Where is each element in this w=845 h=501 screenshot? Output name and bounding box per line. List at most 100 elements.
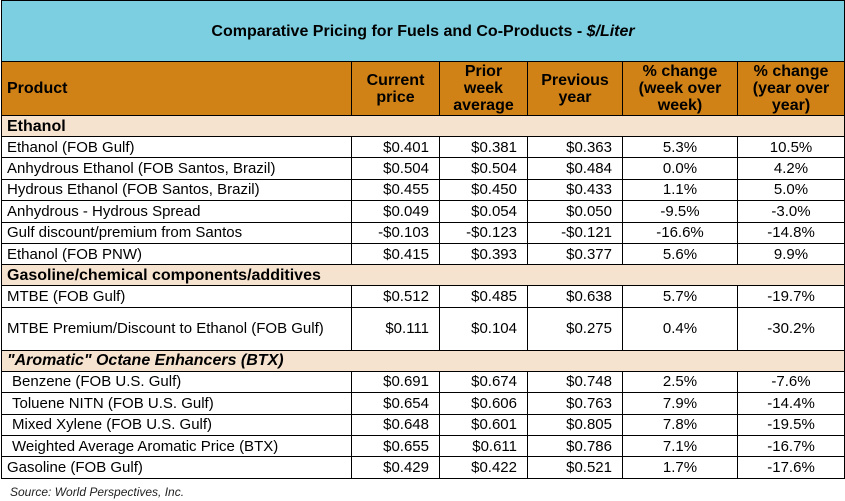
col-header-current-price: Current price bbox=[351, 61, 440, 116]
cell-prior-week: $0.674 bbox=[439, 370, 528, 394]
cell-current-price: $0.654 bbox=[351, 392, 440, 415]
cell-wow-change: 5.6% bbox=[622, 242, 738, 266]
cell-prior-week: $0.504 bbox=[439, 157, 528, 180]
cell-prior-week: $0.393 bbox=[439, 242, 528, 266]
cell-current-price: $0.429 bbox=[351, 456, 440, 479]
cell-previous-year: $0.638 bbox=[527, 285, 623, 308]
cell-previous-year: $0.748 bbox=[527, 370, 623, 394]
cell-wow-change: 5.7% bbox=[622, 285, 738, 308]
cell-current-price: $0.691 bbox=[351, 370, 440, 394]
cell-product: Gasoline (FOB Gulf) bbox=[1, 456, 352, 479]
cell-product: MTBE (FOB Gulf) bbox=[1, 285, 352, 308]
cell-wow-change: 0.0% bbox=[622, 157, 738, 180]
table-title: Comparative Pricing for Fuels and Co-Pro… bbox=[0, 0, 845, 62]
cell-prior-week: $0.450 bbox=[439, 178, 528, 202]
cell-yoy-change: 4.2% bbox=[736, 157, 845, 180]
cell-wow-change: 1.1% bbox=[622, 178, 738, 202]
cell-wow-change: -16.6% bbox=[622, 221, 738, 244]
title-text: Comparative Pricing for Fuels and Co-Pro… bbox=[211, 22, 587, 40]
cell-wow-change: 2.5% bbox=[622, 370, 738, 394]
cell-prior-week: $0.611 bbox=[439, 434, 528, 458]
cell-yoy-change: -17.6% bbox=[736, 456, 845, 479]
cell-prior-week: $0.054 bbox=[439, 200, 528, 223]
section-label: Ethanol bbox=[0, 115, 845, 137]
cell-product: Anhydrous Ethanol (FOB Santos, Brazil) bbox=[1, 157, 352, 180]
cell-current-price: $0.504 bbox=[351, 157, 440, 180]
table-row: Toluene NITN (FOB U.S. Gulf) $0.654 $0.606… bbox=[1, 392, 845, 415]
cell-product: Benzene (FOB U.S. Gulf) bbox=[1, 370, 352, 394]
cell-current-price: $0.512 bbox=[351, 285, 440, 308]
table-row: MTBE Premium/Discount to Ethanol (FOB Gu… bbox=[1, 306, 845, 351]
cell-yoy-change: -30.2% bbox=[736, 306, 845, 351]
cell-prior-week: -$0.123 bbox=[439, 221, 528, 244]
cell-yoy-change: -19.7% bbox=[736, 285, 845, 308]
table-row: Weighted Average Aromatic Price (BTX) $0.… bbox=[1, 434, 845, 458]
cell-product: MTBE Premium/Discount to Ethanol (FOB Gu… bbox=[1, 306, 352, 351]
col-header-wow-change: % change (week over week) bbox=[622, 61, 738, 116]
cell-prior-week: $0.104 bbox=[439, 306, 528, 351]
cell-current-price: $0.415 bbox=[351, 242, 440, 266]
table-row: Gasoline (FOB Gulf) $0.429 $0.422 $0.521 1.7… bbox=[1, 456, 845, 479]
cell-product: Hydrous Ethanol (FOB Santos, Brazil) bbox=[1, 178, 352, 202]
cell-previous-year: $0.377 bbox=[527, 242, 623, 266]
cell-yoy-change: -3.0% bbox=[736, 200, 845, 223]
section-label: Gasoline/chemical components/additives bbox=[0, 264, 845, 287]
table-row: Mixed Xylene (FOB U.S. Gulf) $0.648 $0.601… bbox=[1, 413, 845, 436]
cell-current-price: $0.049 bbox=[351, 200, 440, 223]
table-row: Gulf discount/premium from Santos -$0.103… bbox=[1, 221, 845, 244]
cell-current-price: -$0.103 bbox=[351, 221, 440, 244]
cell-current-price: $0.111 bbox=[351, 306, 440, 351]
cell-product: Mixed Xylene (FOB U.S. Gulf) bbox=[1, 413, 352, 436]
cell-current-price: $0.655 bbox=[351, 434, 440, 458]
cell-wow-change: 0.4% bbox=[622, 306, 738, 351]
col-header-product: Product bbox=[1, 61, 352, 116]
cell-previous-year: $0.484 bbox=[527, 157, 623, 180]
cell-previous-year: $0.433 bbox=[527, 178, 623, 202]
cell-previous-year: $0.275 bbox=[527, 306, 623, 351]
table-row: Hydrous Ethanol (FOB Santos, Brazil) $0.4… bbox=[1, 178, 845, 202]
cell-prior-week: $0.422 bbox=[439, 456, 528, 479]
cell-product: Ethanol (FOB Gulf) bbox=[1, 135, 352, 159]
col-header-prior-week: Prior week average bbox=[439, 61, 528, 116]
cell-prior-week: $0.606 bbox=[439, 392, 528, 415]
cell-previous-year: -$0.121 bbox=[527, 221, 623, 244]
cell-current-price: $0.648 bbox=[351, 413, 440, 436]
cell-prior-week: $0.485 bbox=[439, 285, 528, 308]
cell-product: Ethanol (FOB PNW) bbox=[1, 242, 352, 266]
cell-product: Anhydrous - Hydrous Spread bbox=[1, 200, 352, 223]
col-header-previous-year: Previous year bbox=[527, 61, 623, 116]
cell-product: Weighted Average Aromatic Price (BTX) bbox=[1, 434, 352, 458]
table-row: Benzene (FOB U.S. Gulf) $0.691 $0.674 $0.74… bbox=[1, 370, 845, 394]
pricing-table: Comparative Pricing for Fuels and Co-Pro… bbox=[0, 0, 845, 479]
cell-yoy-change: 5.0% bbox=[736, 178, 845, 202]
section-row: Ethanol bbox=[0, 115, 845, 137]
header-row: Product Current price Prior week average… bbox=[1, 61, 845, 116]
cell-wow-change: 5.3% bbox=[622, 135, 738, 159]
cell-yoy-change: 9.9% bbox=[736, 242, 845, 266]
cell-wow-change: 7.9% bbox=[622, 392, 738, 415]
cell-wow-change: 7.1% bbox=[622, 434, 738, 458]
table-row: Anhydrous - Hydrous Spread $0.049 $0.054 $0… bbox=[1, 200, 845, 223]
title-unit: $/Liter bbox=[586, 22, 635, 40]
cell-wow-change: -9.5% bbox=[622, 200, 738, 223]
col-header-yoy-change: % change (year over year) bbox=[736, 61, 845, 116]
cell-yoy-change: -14.8% bbox=[736, 221, 845, 244]
cell-yoy-change: -14.4% bbox=[736, 392, 845, 415]
table-row: Ethanol (FOB Gulf) $0.401 $0.381 $0.363 5.3%… bbox=[1, 135, 845, 159]
section-row: "Aromatic" Octane Enhancers (BTX) bbox=[0, 349, 845, 372]
cell-previous-year: $0.363 bbox=[527, 135, 623, 159]
cell-wow-change: 7.8% bbox=[622, 413, 738, 436]
table-row: Anhydrous Ethanol (FOB Santos, Brazil) $0… bbox=[1, 157, 845, 180]
cell-product: Toluene NITN (FOB U.S. Gulf) bbox=[1, 392, 352, 415]
source-note: Source: World Perspectives, Inc. bbox=[10, 484, 185, 499]
cell-previous-year: $0.786 bbox=[527, 434, 623, 458]
cell-yoy-change: -7.6% bbox=[736, 370, 845, 394]
cell-product: Gulf discount/premium from Santos bbox=[1, 221, 352, 244]
table-row: Ethanol (FOB PNW) $0.415 $0.393 $0.377 5.6% 9… bbox=[1, 242, 845, 266]
cell-previous-year: $0.763 bbox=[527, 392, 623, 415]
cell-current-price: $0.455 bbox=[351, 178, 440, 202]
cell-prior-week: $0.601 bbox=[439, 413, 528, 436]
section-row: Gasoline/chemical components/additives bbox=[0, 264, 845, 287]
section-label: "Aromatic" Octane Enhancers (BTX) bbox=[0, 349, 845, 372]
table-row: MTBE (FOB Gulf) $0.512 $0.485 $0.638 5.7% -19… bbox=[1, 285, 845, 308]
